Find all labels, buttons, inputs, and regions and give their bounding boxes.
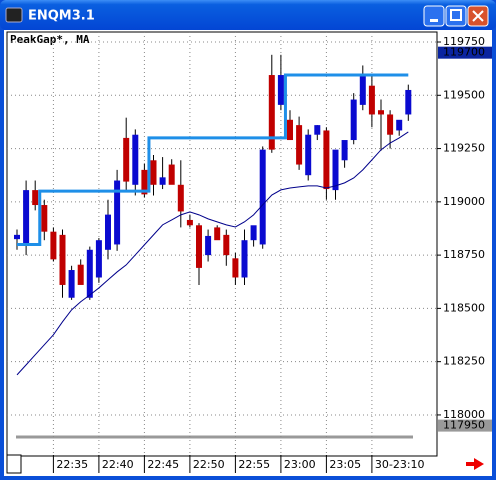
app-icon — [5, 7, 23, 23]
candle-body — [296, 125, 303, 165]
close-icon — [472, 10, 484, 22]
y-tick-label: 119750 — [443, 35, 485, 48]
x-tick-label: 22:35 — [56, 458, 88, 471]
candle-body — [132, 134, 139, 185]
candle-body — [159, 177, 166, 185]
window-buttons[interactable] — [423, 5, 489, 27]
candle-body — [14, 234, 20, 240]
scroll-arrow[interactable] — [466, 458, 484, 470]
candle-body — [59, 234, 66, 285]
candle-body — [150, 160, 157, 185]
y-tick-label: 118500 — [443, 301, 485, 314]
candle-body — [123, 137, 130, 182]
candle-body — [114, 180, 121, 245]
candle-body — [396, 119, 403, 131]
candle-body — [23, 190, 30, 245]
candle-body — [105, 214, 111, 250]
candle-body — [250, 225, 257, 241]
y-tick-label: 118750 — [443, 248, 485, 261]
price-marker-label: 119700 — [443, 46, 485, 59]
candle-body — [405, 89, 412, 115]
x-tick-label: 30-23:10 — [375, 458, 425, 471]
price-marker-box — [438, 419, 492, 432]
candle-body — [86, 249, 93, 298]
candle-body — [259, 149, 266, 245]
candle-body — [359, 75, 366, 105]
candle-body — [350, 99, 357, 141]
y-tick-label: 118250 — [443, 355, 485, 368]
chart-label: PeakGap*, MA — [10, 33, 90, 46]
y-tick-label: 118000 — [443, 408, 485, 421]
candle-body — [32, 190, 39, 206]
candle-body — [41, 205, 48, 232]
price-marker-box — [438, 46, 492, 59]
title-bar — [0, 0, 496, 30]
candle-body — [368, 85, 375, 115]
x-tick-label: 23:05 — [329, 458, 361, 471]
candle-body — [332, 149, 339, 191]
candle-body — [341, 140, 348, 161]
x-tick-label: 23:00 — [284, 458, 316, 471]
candle-body — [196, 225, 202, 268]
x-tick-label: 22:55 — [238, 458, 270, 471]
candle-body — [186, 219, 193, 226]
candle-body — [50, 231, 57, 260]
x-tick-label: 22:40 — [102, 458, 134, 471]
candle-body — [205, 235, 212, 256]
minimize-button[interactable] — [423, 5, 445, 27]
window-title: ENQM3.1 — [28, 9, 95, 24]
candle-body — [95, 240, 102, 278]
x-tick-label: 22:45 — [147, 458, 179, 471]
candle-body — [305, 134, 312, 176]
y-tick-label: 119500 — [443, 88, 485, 101]
y-tick-label: 119000 — [443, 195, 485, 208]
candle-body — [378, 110, 384, 115]
candle-body — [241, 240, 248, 278]
y-tick-label: 119250 — [443, 142, 485, 155]
candle-body — [314, 125, 321, 135]
candle-body — [223, 234, 230, 256]
candle-body — [277, 75, 284, 105]
candle-body — [268, 75, 275, 150]
minimize-icon — [430, 19, 438, 22]
candle-body — [387, 114, 394, 135]
maximize-icon — [450, 9, 462, 21]
candle-body — [77, 264, 84, 285]
scroll-box[interactable] — [6, 454, 22, 474]
candle-body — [168, 164, 175, 185]
candle-body — [141, 169, 148, 195]
indicator-line — [16, 131, 409, 376]
candle-body — [214, 227, 221, 241]
indicator-line — [17, 73, 409, 246]
candle-body — [232, 258, 239, 278]
candle-body — [68, 270, 75, 298]
price-marker-label: 117950 — [443, 419, 485, 432]
x-tick-label: 22:50 — [193, 458, 225, 471]
candle-body — [323, 130, 330, 190]
candle-body — [177, 184, 184, 212]
candle-body — [287, 119, 293, 141]
